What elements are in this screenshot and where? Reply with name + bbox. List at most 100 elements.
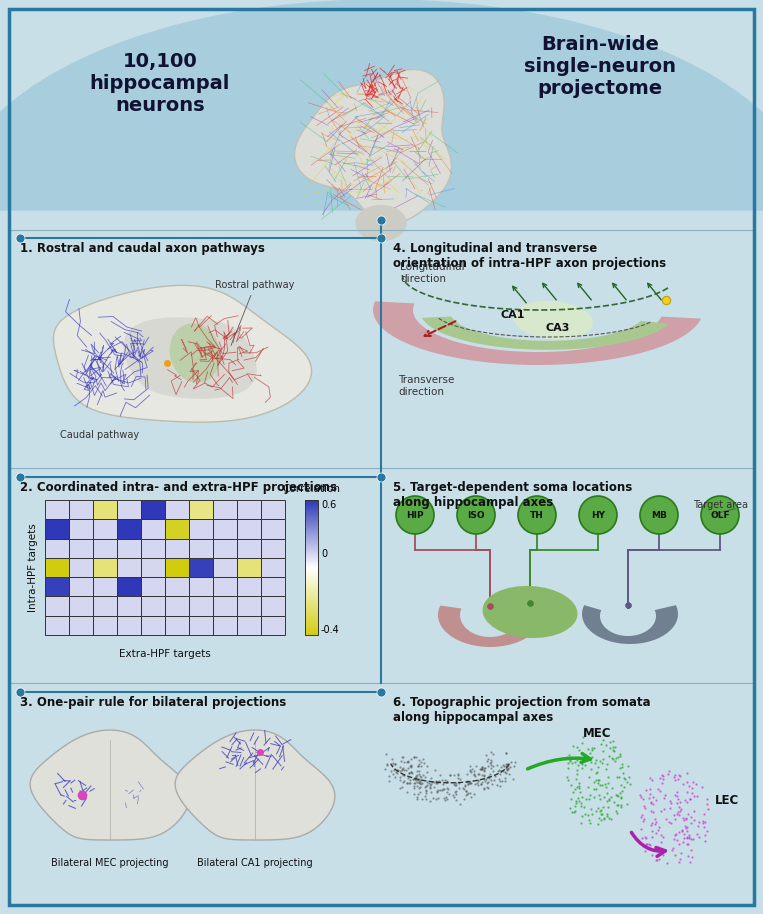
- Bar: [141, 597, 165, 616]
- Polygon shape: [0, 0, 763, 210]
- Bar: [165, 519, 189, 538]
- Bar: [213, 558, 237, 577]
- Bar: [45, 616, 69, 635]
- Bar: [237, 616, 261, 635]
- Bar: [69, 597, 93, 616]
- Text: HY: HY: [591, 511, 605, 519]
- Polygon shape: [422, 316, 669, 350]
- Ellipse shape: [482, 586, 578, 638]
- Circle shape: [457, 496, 495, 534]
- Polygon shape: [438, 602, 542, 647]
- Bar: [189, 577, 213, 597]
- Bar: [237, 558, 261, 577]
- Bar: [237, 519, 261, 538]
- Bar: [165, 558, 189, 577]
- Ellipse shape: [513, 301, 593, 339]
- Bar: [141, 519, 165, 538]
- Bar: [69, 558, 93, 577]
- Text: LEC: LEC: [715, 793, 739, 806]
- Text: 10,100
hippocampal
neurons: 10,100 hippocampal neurons: [90, 52, 230, 115]
- Text: HIP: HIP: [406, 511, 423, 519]
- Bar: [261, 558, 285, 577]
- Text: 2. Coordinated intra- and extra-HPF projections: 2. Coordinated intra- and extra-HPF proj…: [20, 481, 337, 494]
- Bar: [93, 616, 117, 635]
- Bar: [141, 538, 165, 558]
- Bar: [237, 538, 261, 558]
- Polygon shape: [295, 69, 452, 223]
- Bar: [305, 500, 318, 635]
- Polygon shape: [373, 302, 701, 365]
- Text: Rostral pathway: Rostral pathway: [215, 280, 295, 345]
- Bar: [117, 558, 141, 577]
- Bar: [213, 538, 237, 558]
- Bar: [261, 577, 285, 597]
- Bar: [117, 577, 141, 597]
- Ellipse shape: [356, 206, 406, 240]
- Text: -0.4: -0.4: [321, 625, 340, 635]
- Bar: [69, 538, 93, 558]
- Bar: [141, 558, 165, 577]
- Bar: [213, 519, 237, 538]
- Bar: [237, 500, 261, 519]
- Bar: [117, 597, 141, 616]
- Bar: [261, 616, 285, 635]
- Bar: [237, 597, 261, 616]
- Text: MB: MB: [651, 511, 667, 519]
- Text: Bilateral MEC projecting: Bilateral MEC projecting: [51, 858, 169, 868]
- Bar: [45, 519, 69, 538]
- Bar: [141, 577, 165, 597]
- Bar: [45, 577, 69, 597]
- Bar: [93, 597, 117, 616]
- Text: Intra-HPF targets: Intra-HPF targets: [28, 523, 38, 611]
- Bar: [189, 558, 213, 577]
- Bar: [261, 500, 285, 519]
- Bar: [69, 519, 93, 538]
- Text: 0.6: 0.6: [321, 500, 336, 510]
- Bar: [165, 577, 189, 597]
- Text: 0: 0: [321, 549, 327, 559]
- Bar: [213, 616, 237, 635]
- Text: Correlation: Correlation: [282, 484, 340, 494]
- Polygon shape: [124, 317, 256, 399]
- Bar: [93, 577, 117, 597]
- Bar: [93, 538, 117, 558]
- Text: Target area: Target area: [693, 500, 748, 510]
- Bar: [165, 538, 189, 558]
- Bar: [261, 597, 285, 616]
- Text: Caudal pathway: Caudal pathway: [60, 430, 139, 440]
- Bar: [69, 616, 93, 635]
- Bar: [117, 616, 141, 635]
- Bar: [261, 538, 285, 558]
- Text: 4. Longitudinal and transverse
orientation of intra-HPF axon projections: 4. Longitudinal and transverse orientati…: [393, 242, 666, 270]
- Bar: [45, 538, 69, 558]
- Bar: [237, 577, 261, 597]
- Text: 5. Target-dependent soma locations
along hippocampal axes: 5. Target-dependent soma locations along…: [393, 481, 633, 509]
- Polygon shape: [175, 730, 335, 840]
- Bar: [45, 597, 69, 616]
- Circle shape: [579, 496, 617, 534]
- Text: Extra-HPF targets: Extra-HPF targets: [119, 649, 211, 659]
- Bar: [213, 577, 237, 597]
- Bar: [165, 500, 189, 519]
- Bar: [213, 500, 237, 519]
- Bar: [93, 519, 117, 538]
- Bar: [165, 616, 189, 635]
- Text: OLF: OLF: [710, 511, 730, 519]
- Bar: [93, 500, 117, 519]
- Text: Brain-wide
single-neuron
projectome: Brain-wide single-neuron projectome: [524, 35, 676, 98]
- Bar: [189, 519, 213, 538]
- Text: CA3: CA3: [546, 323, 570, 333]
- Bar: [93, 558, 117, 577]
- Bar: [141, 500, 165, 519]
- Bar: [189, 597, 213, 616]
- Bar: [165, 597, 189, 616]
- Bar: [45, 500, 69, 519]
- Bar: [117, 519, 141, 538]
- Bar: [261, 519, 285, 538]
- Bar: [45, 558, 69, 577]
- Text: 6. Topographic projection from somata
along hippocampal axes: 6. Topographic projection from somata al…: [393, 696, 651, 724]
- Bar: [141, 616, 165, 635]
- Text: Bilateral CA1 projecting: Bilateral CA1 projecting: [197, 858, 313, 868]
- Text: CA1: CA1: [501, 310, 525, 320]
- Circle shape: [518, 496, 556, 534]
